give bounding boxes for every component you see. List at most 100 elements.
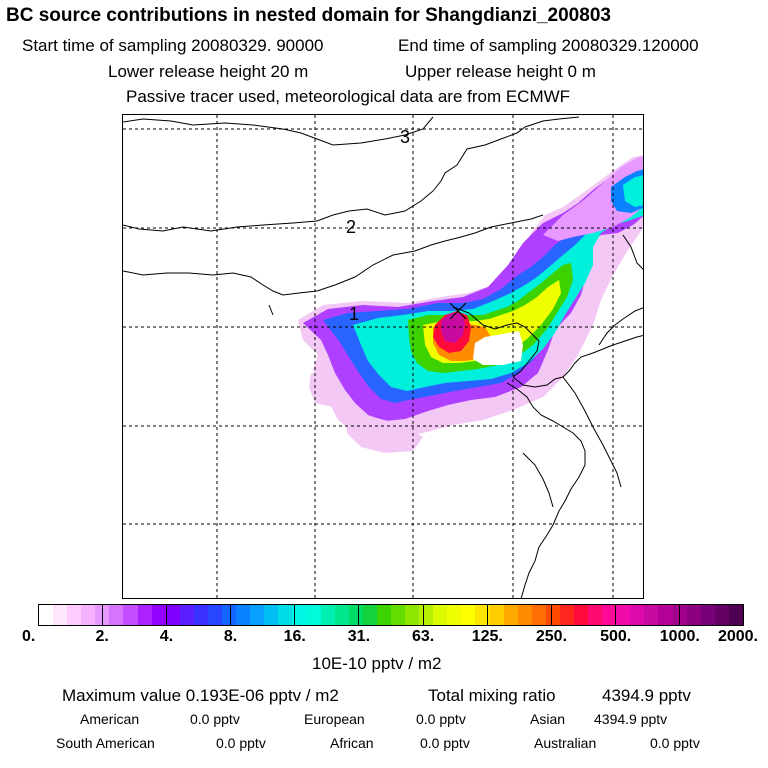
- lower-release-label: Lower release height 20 m: [108, 62, 309, 81]
- colorbar-cell: [123, 605, 138, 625]
- colorbar-cell: [264, 605, 279, 625]
- colorbar-divider: [550, 604, 552, 626]
- colorbar-cell: [545, 605, 560, 625]
- colorbar-tick-label: 0.: [22, 628, 36, 645]
- colorbar-tick-label: 1000.: [659, 628, 700, 645]
- colorbar-cell: [67, 605, 82, 625]
- passive-tracer-label: Passive tracer used, meteorological data…: [126, 87, 571, 106]
- colorbar-cell: [165, 605, 180, 625]
- colorbar-divider: [230, 604, 232, 626]
- colorbar-cell: [630, 605, 645, 625]
- colorbar-tick-label: 16.: [283, 628, 306, 645]
- map-canvas: 1 2 3: [123, 115, 643, 598]
- colorbar-divider: [165, 604, 167, 626]
- south-american-value: 0.0 pptv: [216, 735, 266, 751]
- colorbar-cell: [475, 605, 490, 625]
- x-mark-icon: [449, 302, 467, 320]
- colorbar-divider: [679, 604, 681, 626]
- colorbar-cell: [334, 605, 349, 625]
- plot-title: BC source contributions in nested domain…: [6, 5, 611, 26]
- upper-release-label: Upper release height 0 m: [405, 62, 596, 81]
- colorbar-cell: [686, 605, 701, 625]
- total-mixing-label: Total mixing ratio: [428, 686, 556, 705]
- american-value: 0.0 pptv: [190, 711, 240, 727]
- plume-upper-right-cyan: [623, 175, 643, 207]
- colorbar: [38, 604, 744, 626]
- colorbar-cell: [306, 605, 321, 625]
- colorbar-unit: 10E-10 pptv / m2: [312, 654, 442, 673]
- colorbar-cell: [390, 605, 406, 625]
- region-label-3: 3: [400, 127, 410, 147]
- american-label: American: [80, 711, 140, 727]
- start-time-label: Start time of sampling 20080329. 90000: [22, 36, 324, 55]
- colorbar-divider: [101, 604, 103, 626]
- colorbar-cell: [137, 605, 152, 625]
- colorbar-tick-label: 2000.: [717, 628, 758, 645]
- colorbar-cell: [250, 605, 265, 625]
- colorbar-divider: [615, 604, 617, 626]
- colorbar-cell: [362, 605, 377, 625]
- asian-label: Asian: [530, 711, 566, 727]
- colorbar-tick-label: 500.: [600, 628, 632, 645]
- colorbar-cell: [278, 605, 293, 625]
- plume-hole: [473, 331, 523, 365]
- colorbar-tick-label: 250.: [535, 628, 568, 645]
- australian-label: Australian: [534, 735, 597, 751]
- colorbar-cell: [193, 605, 208, 625]
- colorbar-tick-label: 63.: [411, 628, 435, 645]
- colorbar-cell: [644, 605, 659, 625]
- region-label-1: 1: [349, 304, 359, 324]
- colorbar-cell: [714, 605, 729, 625]
- african-label: African: [330, 735, 374, 751]
- colorbar-cell: [222, 605, 237, 625]
- colorbar-cell: [517, 605, 532, 625]
- region-label-2: 2: [346, 217, 356, 237]
- colorbar-tick-label: 31.: [347, 628, 371, 645]
- plume-blob-south: [345, 415, 423, 453]
- colorbar-cell: [292, 605, 307, 625]
- colorbar-cell: [489, 605, 504, 625]
- colorbar-cell: [447, 605, 462, 625]
- colorbar-cell: [320, 605, 335, 625]
- colorbar-cell: [700, 605, 715, 625]
- colorbar-cell: [588, 605, 603, 625]
- colorbar-cell: [53, 605, 68, 625]
- end-time-label: End time of sampling 20080329.120000: [398, 36, 699, 55]
- plume-contours: [298, 155, 643, 453]
- colorbar-cell: [405, 605, 420, 625]
- plume-blob-west: [309, 373, 343, 407]
- colorbar-cell: [151, 605, 166, 625]
- colorbar-cell: [658, 605, 673, 625]
- map-panel: 1 2 3: [122, 114, 644, 599]
- european-value: 0.0 pptv: [416, 711, 466, 727]
- plume-magenta: [441, 313, 465, 343]
- colorbar-cell: [419, 605, 434, 625]
- colorbar-cell: [573, 605, 589, 625]
- colorbar-tick-label: 125.: [471, 628, 503, 645]
- colorbar-cell: [616, 605, 631, 625]
- colorbar-cell: [602, 605, 617, 625]
- colorbar-cell: [109, 605, 124, 625]
- colorbar-cell: [559, 605, 574, 625]
- south-american-label: South American: [56, 735, 155, 751]
- colorbar-cell: [81, 605, 96, 625]
- european-label: European: [304, 711, 365, 727]
- colorbar-cell: [503, 605, 518, 625]
- lat-lon-grid: [123, 115, 643, 598]
- colorbar-cell: [461, 605, 476, 625]
- plume-upper-right-lilac: [543, 155, 643, 241]
- colorbar-tick-label: 2.: [95, 628, 109, 645]
- colorbar-cell: [39, 605, 54, 625]
- colorbar-divider: [486, 604, 488, 626]
- colorbar-cell: [207, 605, 223, 625]
- colorbar-tick-label: 4.: [159, 628, 174, 645]
- total-mixing-value: 4394.9 pptv: [602, 686, 691, 705]
- colorbar-cell: [531, 605, 546, 625]
- colorbar-cell: [376, 605, 391, 625]
- colorbar-divider: [294, 604, 296, 626]
- colorbar-cell: [179, 605, 194, 625]
- coastlines: [123, 116, 643, 598]
- african-value: 0.0 pptv: [420, 735, 470, 751]
- australian-value: 0.0 pptv: [650, 735, 700, 751]
- colorbar-divider: [358, 604, 360, 626]
